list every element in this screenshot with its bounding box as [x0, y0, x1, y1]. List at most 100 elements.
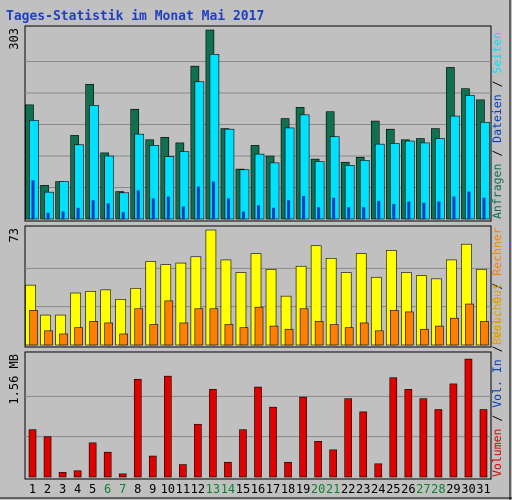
legend-item-vol-in: Vol. In: [490, 359, 504, 407]
bar-dateien: [136, 190, 140, 219]
day-label: 19: [296, 482, 310, 496]
bar-dateien: [407, 201, 411, 219]
bar-rechner: [435, 325, 444, 346]
legend-volume: Volumen / Vol. In / Vol. Out: [490, 283, 504, 477]
bar-volumen: [359, 411, 368, 478]
bar-dateien: [106, 203, 110, 219]
bar-rechner: [44, 330, 53, 346]
bar-dateien: [482, 197, 486, 219]
day-label: 2: [44, 482, 51, 496]
panels-layer: 303 Anfragen / Dateien / Seiten 73 Besuche …: [7, 25, 504, 480]
legend-separator: /: [490, 339, 504, 360]
day-label: 22: [341, 482, 355, 496]
bar-volumen: [314, 441, 322, 478]
day-label: 30: [461, 482, 475, 496]
day-label: 26: [401, 482, 415, 496]
legend-item-anfragen: Anfragen: [490, 164, 504, 219]
bar-rechner: [74, 327, 83, 346]
bar-dateien: [467, 191, 471, 219]
legend-text-volume: Volumen / Vol. In / Vol. Out: [490, 283, 504, 477]
bar-volumen: [239, 429, 247, 478]
bar-rechner: [194, 308, 204, 346]
day-label: 27: [416, 482, 430, 496]
bar-rechner: [299, 308, 309, 346]
bar-rechner: [329, 324, 339, 346]
day-label: 17: [266, 482, 280, 496]
bar-rechner: [29, 310, 38, 346]
bar-volumen: [118, 473, 127, 478]
day-label: 3: [59, 482, 66, 496]
bar-dateien: [226, 198, 230, 219]
bar-volumen: [58, 472, 67, 478]
legend-separator: /: [490, 143, 504, 164]
day-label: 5: [89, 482, 96, 496]
bar-dateien: [31, 180, 35, 219]
day-label: 20: [311, 482, 325, 496]
bar-dateien: [377, 200, 381, 219]
legend-item-vol-out: Vol. Out: [490, 283, 504, 338]
bar-volumen: [344, 398, 352, 478]
bar-rechner: [374, 330, 384, 346]
max-value-label-volume: 1.56 MB: [7, 354, 21, 405]
day-label: 29: [446, 482, 460, 496]
day-label: 6: [104, 482, 111, 496]
bar-volumen: [209, 389, 217, 478]
bar-volumen: [43, 436, 52, 478]
day-label: 23: [356, 482, 370, 496]
legend-separator: /: [490, 408, 504, 429]
bar-volumen: [299, 396, 307, 478]
bar-rechner: [134, 308, 144, 346]
bar-rechner: [224, 324, 234, 346]
legend-text-visits: Besuche / Rechner: [490, 227, 504, 345]
bar-rechner: [209, 308, 219, 346]
bar-dateien: [196, 186, 200, 219]
day-label: 7: [119, 482, 126, 496]
day-label: 13: [206, 482, 220, 496]
bar-dateien: [91, 200, 95, 219]
bar-dateien: [76, 207, 80, 219]
day-label: 4: [74, 482, 81, 496]
bar-rechner: [119, 333, 129, 346]
legend-visits: Besuche / Rechner: [490, 227, 504, 345]
bar-volumen: [194, 423, 202, 478]
bar-volumen: [254, 386, 262, 478]
bar-volumen: [449, 383, 458, 478]
chart-title: Tages-Statistik im Monat Mai 2017: [6, 9, 264, 24]
bar-rechner: [179, 322, 189, 346]
bar-volumen: [224, 461, 232, 478]
day-label: 12: [191, 482, 205, 496]
max-value-label-hits: 303: [7, 28, 21, 50]
bar-rechner: [149, 324, 159, 346]
day-label: 14: [221, 482, 235, 496]
bar-volumen: [73, 470, 82, 478]
day-label: 25: [386, 482, 400, 496]
bar-volumen: [133, 378, 142, 478]
legend-item-besuche: Besuche: [490, 296, 504, 345]
legend-item-seiten: Seiten: [490, 32, 504, 74]
bar-volumen: [404, 389, 413, 478]
day-label: 10: [161, 482, 175, 496]
bar-dateien: [422, 202, 426, 219]
bar-dateien: [121, 212, 125, 219]
bar-dateien: [317, 207, 321, 219]
bar-rechner: [239, 327, 249, 346]
bar-volumen: [389, 377, 398, 478]
bar-dateien: [46, 212, 50, 219]
bar-dateien: [257, 205, 260, 219]
bar-rechner: [104, 322, 113, 346]
day-label: 1: [29, 482, 36, 496]
bar-dateien: [61, 211, 65, 219]
bar-dateien: [347, 207, 351, 219]
bar-volumen: [269, 406, 277, 478]
legend-hits: Anfragen / Dateien / Seiten: [490, 32, 504, 219]
bar-volumen: [464, 358, 473, 478]
bar-dateien: [151, 198, 155, 219]
bar-rechner: [254, 306, 264, 346]
bar-dateien: [362, 207, 366, 219]
bar-dateien: [452, 196, 456, 219]
day-label: 31: [476, 482, 490, 496]
day-label: 24: [371, 482, 385, 496]
bar-dateien: [437, 201, 441, 219]
bar-rechner: [405, 311, 414, 346]
